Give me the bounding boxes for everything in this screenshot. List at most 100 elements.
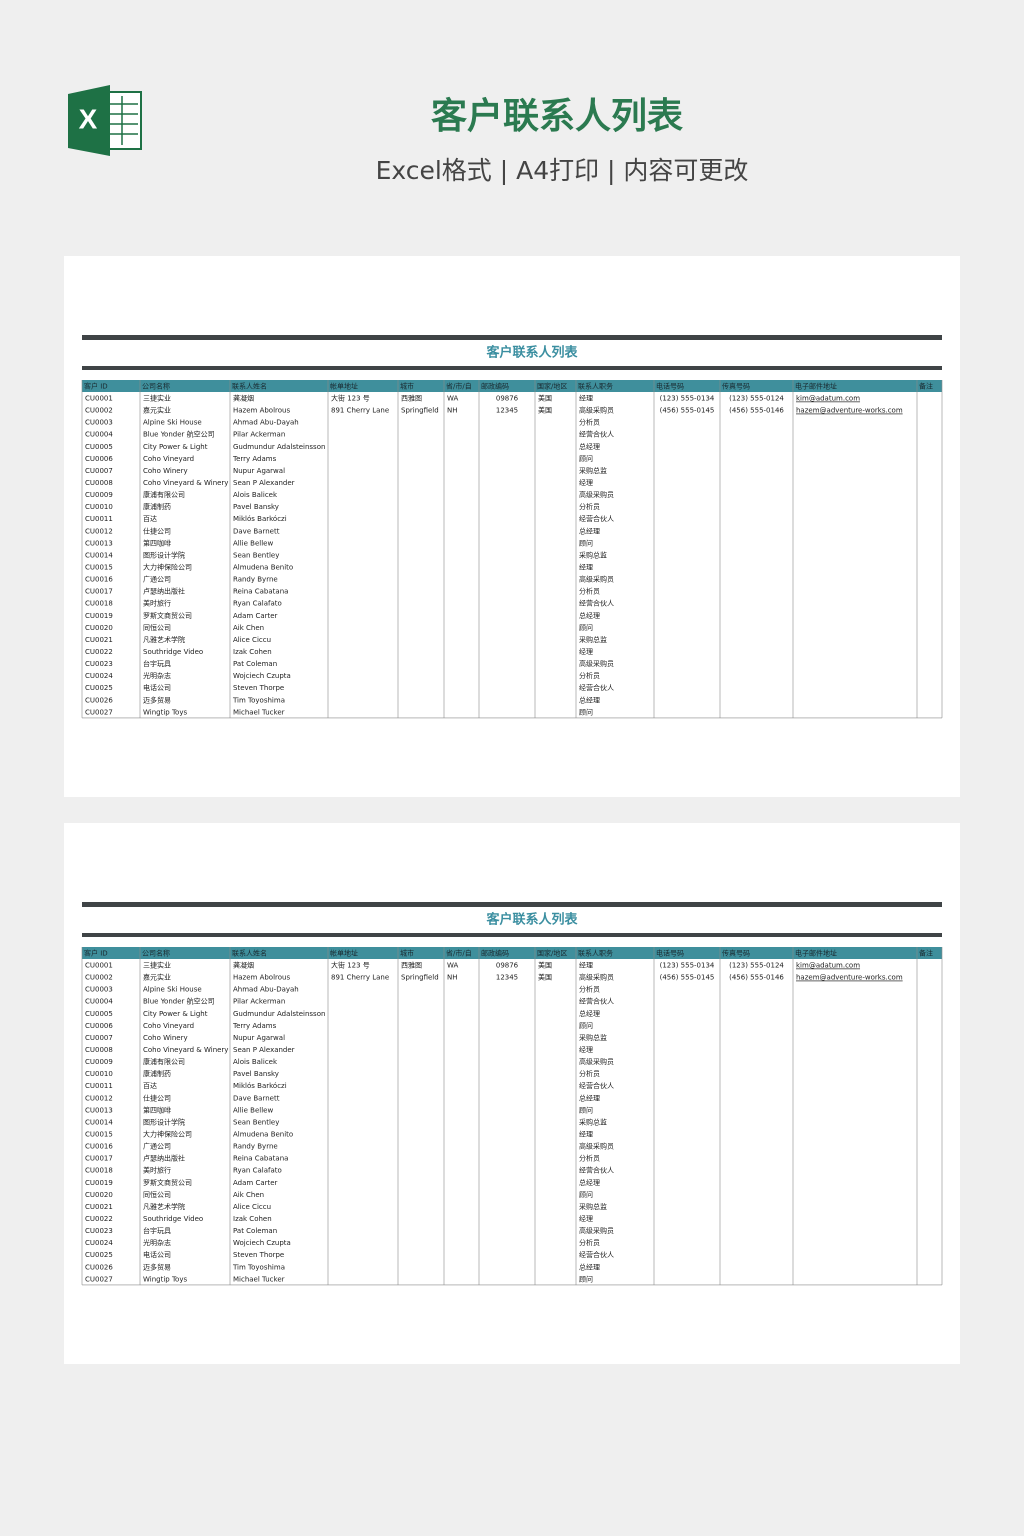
cell-text: CU0025: [85, 684, 113, 692]
cell-text: 罗斯文商贸公司: [143, 611, 192, 620]
cell-text: CU0010: [85, 1070, 113, 1078]
cell-text: Ryan Calafato: [233, 1167, 282, 1175]
column-header: 备注: [919, 949, 933, 958]
cell-text: CU0020: [85, 624, 113, 632]
cell-text: Aik Chen: [233, 1191, 264, 1199]
cell-text: 经理: [579, 647, 593, 656]
cell-text: CU0001: [85, 962, 113, 970]
cell-text: 百达: [143, 514, 157, 523]
cell-text: 图形设计学院: [143, 1117, 185, 1126]
column-header: 客户 ID: [84, 382, 108, 391]
cell-text: Sean Bentley: [233, 1118, 279, 1126]
cell-text: 分析员: [579, 985, 600, 994]
cell-text: Coho Vineyard: [143, 455, 194, 463]
cell-text: (456) 555-0145: [660, 974, 715, 982]
cell-text: Wingtip Toys: [143, 1275, 187, 1283]
cell-text: 仕捷公司: [143, 1093, 171, 1102]
page-title: 客户联系人列表: [431, 96, 683, 137]
cell-text: 台宇玩具: [143, 659, 171, 668]
cell-text: 罗斯文商贸公司: [143, 1178, 192, 1187]
cell-text: 嘉元实业: [143, 406, 171, 415]
cell-text: 分析员: [579, 1238, 600, 1247]
cell-text: Reina Cabatana: [233, 588, 288, 596]
email-link: hazem@adventure-works.com: [796, 974, 903, 982]
cell-text: Nupur Agarwal: [233, 1034, 285, 1042]
email-link: kim@adatum.com: [796, 962, 860, 970]
cell-text: CU0016: [85, 1143, 113, 1151]
cell-text: 仕捷公司: [143, 526, 171, 535]
excel-icon: X: [68, 85, 142, 156]
cell-text: Pavel Bansky: [233, 503, 279, 511]
cell-text: 总经理: [579, 1093, 600, 1102]
cell-text: 经营合伙人: [579, 599, 614, 608]
cell-text: CU0011: [85, 1082, 113, 1090]
column-header: 电话号码: [656, 382, 684, 391]
cell-text: 西雅图: [401, 961, 422, 970]
cell-text: 分析员: [579, 502, 600, 511]
cell-text: 光明杂志: [143, 671, 171, 680]
column-header: 邮政编码: [481, 382, 509, 391]
cell-text: 光明杂志: [143, 1238, 171, 1247]
cell-text: CU0027: [85, 708, 113, 716]
cell-text: 经理: [579, 1214, 593, 1223]
cell-text: CU0005: [85, 1010, 113, 1018]
cell-text: Aik Chen: [233, 624, 264, 632]
svg-text:X: X: [79, 103, 98, 134]
cell-text: 电话公司: [143, 683, 171, 692]
sheet-panel: [64, 823, 960, 1364]
column-header: 国家/地区: [537, 382, 567, 391]
cell-text: (123) 555-0134: [660, 962, 715, 970]
cell-text: CU0015: [85, 1130, 113, 1138]
column-header: 联系人职务: [578, 949, 613, 958]
cell-text: 经理: [579, 478, 593, 487]
cell-text: Izak Cohen: [233, 1215, 272, 1223]
cell-text: 经营合伙人: [579, 1250, 614, 1259]
cell-text: Almudena Benito: [233, 1130, 293, 1138]
cell-text: 采购总监: [579, 1117, 607, 1126]
cell-text: 分析员: [579, 587, 600, 596]
cell-text: Sean P Alexander: [233, 1046, 295, 1054]
cell-text: CU0015: [85, 563, 113, 571]
cell-text: 分析员: [579, 1154, 600, 1163]
cell-text: CU0007: [85, 1034, 113, 1042]
cell-text: 电话公司: [143, 1250, 171, 1259]
cell-text: 经营合伙人: [579, 683, 614, 692]
cell-text: Terry Adams: [232, 455, 277, 463]
cell-text: Alois Balicek: [233, 491, 278, 499]
cell-text: Hazem Abolrous: [233, 407, 290, 415]
cell-text: Ahmad Abu-Dayah: [233, 986, 299, 994]
cell-text: 康浦制药: [143, 1069, 171, 1078]
cell-text: CU0021: [85, 1203, 113, 1211]
cell-text: Pat Coleman: [233, 1227, 277, 1235]
cell-text: 高级采购员: [579, 575, 614, 584]
cell-text: 采购总监: [579, 635, 607, 644]
cell-text: 第四咖啡: [143, 538, 171, 547]
cell-text: 卢瑟纳出版社: [143, 587, 185, 596]
column-header: 联系人姓名: [232, 382, 267, 391]
cell-text: CU0017: [85, 1155, 113, 1163]
header-row: [82, 380, 942, 392]
cell-text: Terry Adams: [232, 1022, 277, 1030]
rule-bar: [82, 933, 942, 937]
cell-text: CU0003: [85, 986, 113, 994]
cell-text: Almudena Benito: [233, 563, 293, 571]
cell-text: Coho Vineyard & Winery: [143, 1046, 228, 1054]
column-header: 传真号码: [722, 382, 750, 391]
cell-text: 美国: [538, 394, 552, 403]
column-header: 帐单地址: [330, 382, 358, 391]
cell-text: 台宇玩具: [143, 1226, 171, 1235]
cell-text: (123) 555-0124: [729, 962, 784, 970]
page-subtitle: Excel格式 | A4打印 | 内容可更改: [376, 156, 749, 185]
cell-text: CU0023: [85, 660, 113, 668]
column-header: 邮政编码: [481, 949, 509, 958]
cell-text: CU0008: [85, 479, 113, 487]
cell-text: 顾问: [579, 708, 593, 716]
cell-text: 分析员: [579, 1069, 600, 1078]
cell-text: (123) 555-0124: [729, 395, 784, 403]
cell-text: (123) 555-0134: [660, 395, 715, 403]
cell-text: Coho Winery: [143, 1034, 188, 1042]
cell-text: Alice Ciccu: [233, 1203, 271, 1211]
cell-text: CU0025: [85, 1251, 113, 1259]
cell-text: Randy Byrne: [233, 576, 278, 584]
